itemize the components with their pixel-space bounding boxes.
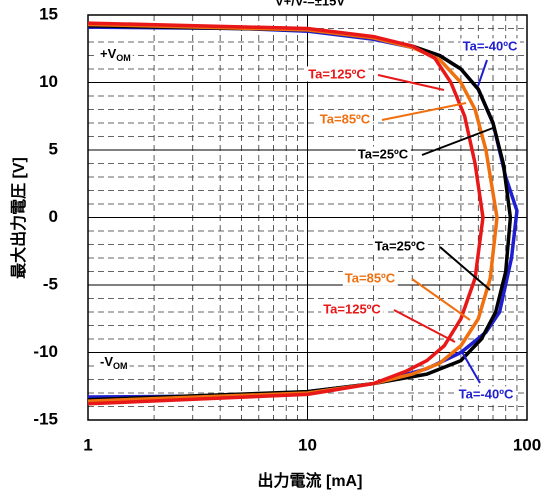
annotation-box — [355, 146, 411, 162]
annotation-box — [372, 238, 428, 254]
y-tick-label: 0 — [49, 207, 58, 226]
annotation: Ta=-40ºC — [460, 38, 520, 54]
annotation: Ta=25ºC — [372, 238, 428, 254]
rail-sub: OM — [116, 53, 131, 63]
arrows — [377, 59, 494, 384]
series-line — [87, 22, 499, 403]
annotation: Ta=85ºC — [317, 111, 373, 127]
annotation-text: Ta=25ºC — [358, 146, 409, 161]
arrow — [461, 351, 481, 384]
annotation: Ta=-40ºC — [456, 386, 516, 402]
annotation-text: Ta=85ºC — [320, 111, 371, 126]
annotation: Ta=85ºC — [342, 270, 398, 286]
rail-text: +VOM — [100, 46, 131, 63]
arrow — [421, 127, 494, 156]
arrow — [411, 278, 471, 321]
annotation-box — [342, 270, 398, 286]
arrow — [381, 102, 467, 121]
annotation: Ta=125ºC — [306, 66, 369, 82]
x-tick-label: 100 — [513, 435, 541, 454]
y-tick-label: 15 — [39, 4, 58, 23]
y-tick-label: -10 — [33, 342, 58, 361]
arrow — [477, 59, 488, 87]
annotation: Ta=125ºC — [321, 301, 384, 317]
annotation-text: Ta=-40ºC — [463, 38, 518, 53]
rail-text: -VOM — [100, 354, 128, 371]
y-tick-label: -5 — [43, 274, 58, 293]
y-tick-label: 10 — [39, 72, 58, 91]
annotation-box — [460, 38, 520, 54]
x-tick-label: 1 — [83, 435, 92, 454]
y-axis-label: 最大出力電圧 [V] — [9, 157, 28, 279]
chart-title: V+/V-=±15V — [275, 0, 345, 8]
annotation-text: Ta=-40ºC — [459, 386, 514, 401]
rail-label: +VOM — [98, 46, 133, 64]
x-tick-label: 10 — [298, 435, 317, 454]
arrow — [377, 74, 445, 91]
annotation-box — [321, 301, 384, 317]
annotation-box — [317, 111, 373, 127]
rail-sub: OM — [113, 361, 128, 371]
annotation-text: Ta=125ºC — [308, 66, 366, 81]
y-tick-label: 5 — [49, 139, 58, 158]
annotation-box — [306, 66, 369, 82]
rail-label: -VOM — [98, 354, 130, 372]
rail-main: -V — [100, 354, 113, 369]
arrow — [439, 246, 491, 291]
annotation-text: Ta=25ºC — [375, 238, 426, 253]
y-tick-label: -15 — [33, 409, 58, 428]
x-axis-label: 出力電流 [mA] — [258, 471, 363, 490]
rail-main: +V — [100, 46, 117, 61]
rail-box — [98, 46, 133, 64]
annotation-text: Ta=125ºC — [323, 301, 381, 316]
annotation-text: Ta=85ºC — [345, 270, 396, 285]
series-line — [87, 21, 485, 406]
rail-box — [98, 354, 130, 372]
annotation-box — [456, 386, 516, 402]
plot-frame — [87, 14, 528, 421]
annotation: Ta=25ºC — [355, 146, 411, 162]
arrow — [393, 309, 456, 343]
